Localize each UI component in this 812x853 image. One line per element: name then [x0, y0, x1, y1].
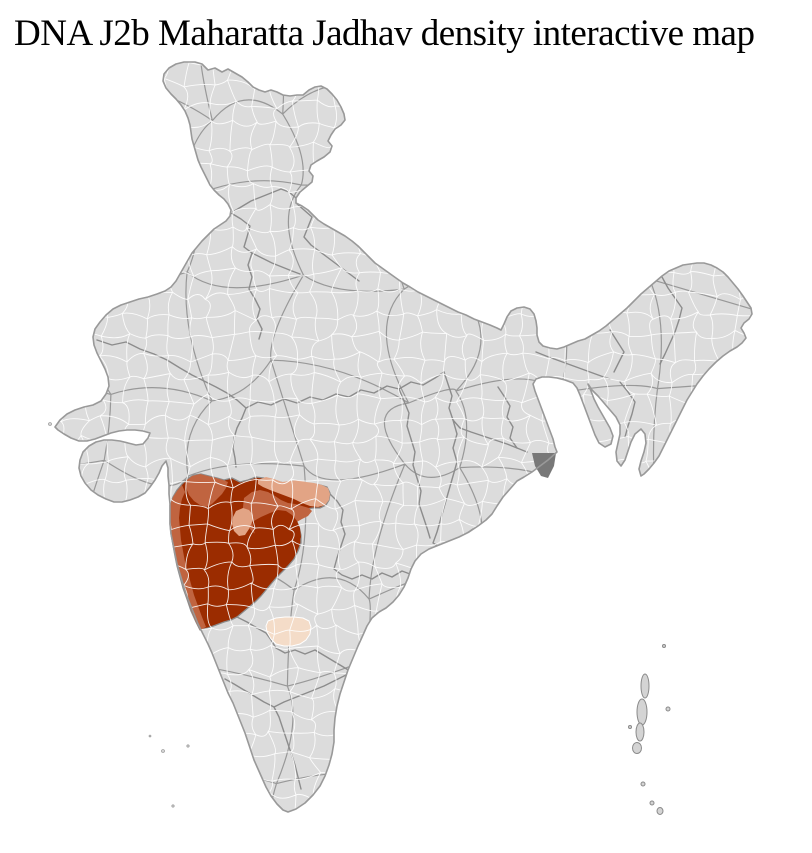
page-title: DNA J2b Maharatta Jadhav density interac… [14, 13, 755, 54]
density-region[interactable] [169, 473, 331, 631]
district-low-center[interactable] [232, 508, 253, 536]
india-landmass[interactable] [55, 62, 752, 812]
andaman-nicobar-islands[interactable] [628, 644, 671, 815]
district-very-low-density[interactable] [265, 616, 312, 647]
district-cluster-medium-coastal-strip[interactable] [170, 485, 206, 630]
lakshadweep-islands[interactable] [48, 422, 190, 808]
district-cluster-high-east-lobe[interactable] [252, 510, 301, 578]
